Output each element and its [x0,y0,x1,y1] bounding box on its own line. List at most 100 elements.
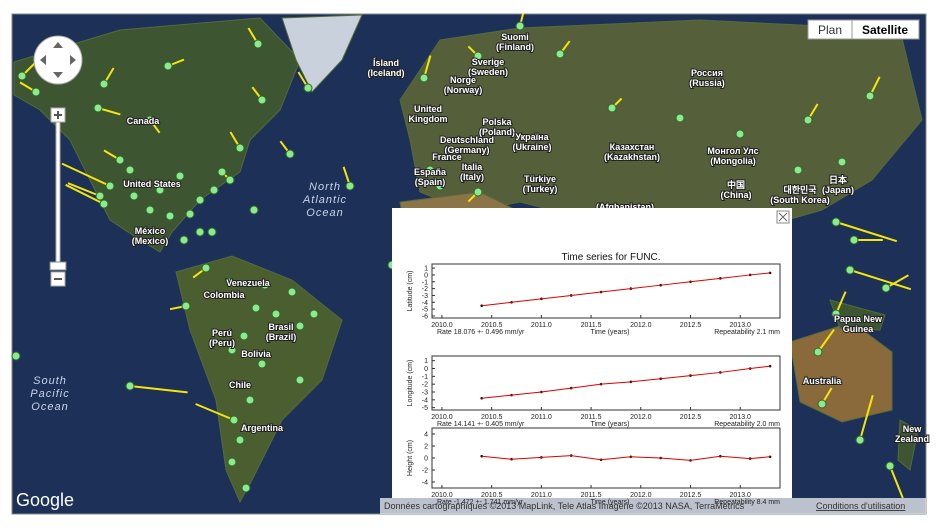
station-marker[interactable] [195,195,205,205]
station-marker[interactable] [227,345,237,355]
station-marker[interactable] [17,71,27,81]
y-axis-label: Latitude (cm) [407,271,414,312]
station-marker[interactable] [227,457,237,467]
place-label: (Poland) [479,127,515,137]
station-marker[interactable] [217,167,227,177]
station-marker[interactable] [209,185,219,195]
station-marker[interactable] [849,235,859,245]
x-tick-label: 2011.0 [531,414,552,421]
velocity-vector [849,269,912,291]
place-label: Kingdom [409,114,448,124]
station-marker[interactable] [817,399,827,409]
place-label: Papua New [834,314,883,324]
station-marker[interactable] [303,83,313,93]
station-marker[interactable] [201,263,211,273]
station-marker[interactable] [515,21,525,31]
station-marker[interactable] [257,95,267,105]
station-marker[interactable] [260,280,270,290]
station-marker[interactable] [145,205,155,215]
station-marker[interactable] [253,39,263,49]
velocity-vector [889,465,904,499]
zoom-slider[interactable] [55,121,61,263]
x-tick-label: 2011.5 [581,322,602,329]
station-marker[interactable] [345,181,355,191]
station-marker[interactable] [285,149,295,159]
station-marker[interactable] [105,181,115,191]
station-marker[interactable] [235,143,245,153]
station-marker[interactable] [181,301,191,311]
satellite-button[interactable] [851,19,920,40]
fit-line [481,272,771,307]
station-marker[interactable] [229,415,239,425]
y-tick-label: -6 [422,313,428,320]
station-marker[interactable] [831,217,841,227]
station-marker[interactable] [95,191,105,201]
station-marker[interactable] [845,265,855,275]
station-marker[interactable] [31,87,41,97]
station-marker[interactable] [803,115,813,125]
station-marker[interactable] [473,187,483,197]
station-marker[interactable] [115,155,125,165]
x-tick-label: 2011.0 [531,492,552,499]
station-marker[interactable] [287,287,297,297]
station-marker[interactable] [855,435,865,445]
station-marker[interactable] [837,157,847,167]
station-marker[interactable] [257,359,267,369]
place-label: (Turkey) [523,184,558,194]
zoom-control [33,35,83,287]
y-tick-label: -2 [422,468,428,475]
station-marker[interactable] [831,309,841,319]
station-marker[interactable] [249,205,259,215]
velocity-vector [61,162,111,187]
station-marker[interactable] [675,113,685,123]
station-marker[interactable] [99,199,109,209]
station-marker[interactable] [865,91,875,101]
station-marker[interactable] [735,129,745,139]
station-marker[interactable] [271,309,281,319]
station-marker[interactable] [813,347,823,357]
station-marker[interactable] [793,165,803,175]
station-marker[interactable] [881,283,891,293]
station-marker[interactable] [419,73,429,83]
station-marker[interactable] [309,309,319,319]
place-label: (Brazil) [266,332,297,342]
station-marker[interactable] [179,235,189,245]
station-marker[interactable] [99,79,109,89]
x-tick-label: 2010.5 [481,414,503,421]
place-label: Türkiye [524,174,556,184]
station-marker[interactable] [555,49,565,59]
station-marker[interactable] [11,351,21,361]
place-label: New [903,424,923,434]
place-label: Brasil [268,322,293,332]
station-marker[interactable] [473,51,483,61]
station-marker[interactable] [175,171,185,181]
terms-link[interactable]: Conditions d'utilisation [816,501,905,511]
station-marker[interactable] [251,303,261,313]
station-marker[interactable] [235,435,245,445]
station-marker[interactable] [607,103,617,113]
station-marker[interactable] [295,375,305,385]
y-tick-label: 1 [424,266,428,273]
station-marker[interactable] [129,191,139,201]
station-marker[interactable] [239,331,249,341]
station-marker[interactable] [241,483,251,493]
station-marker[interactable] [163,61,173,71]
station-marker[interactable] [295,321,305,331]
station-marker[interactable] [93,103,103,113]
station-marker[interactable] [145,115,155,125]
place-label: Россия [691,68,723,78]
station-marker[interactable] [155,185,165,195]
station-marker[interactable] [125,381,135,391]
station-marker[interactable] [425,165,435,175]
station-marker[interactable] [125,165,135,175]
station-marker[interactable] [225,277,235,287]
station-marker[interactable] [885,461,895,471]
station-marker[interactable] [165,211,175,221]
station-marker[interactable] [185,209,195,219]
station-marker[interactable] [225,175,235,185]
station-marker[interactable] [207,227,217,237]
station-marker[interactable] [245,395,255,405]
pan-control[interactable] [33,35,83,85]
station-marker[interactable] [195,227,205,237]
station-marker[interactable] [435,181,445,191]
